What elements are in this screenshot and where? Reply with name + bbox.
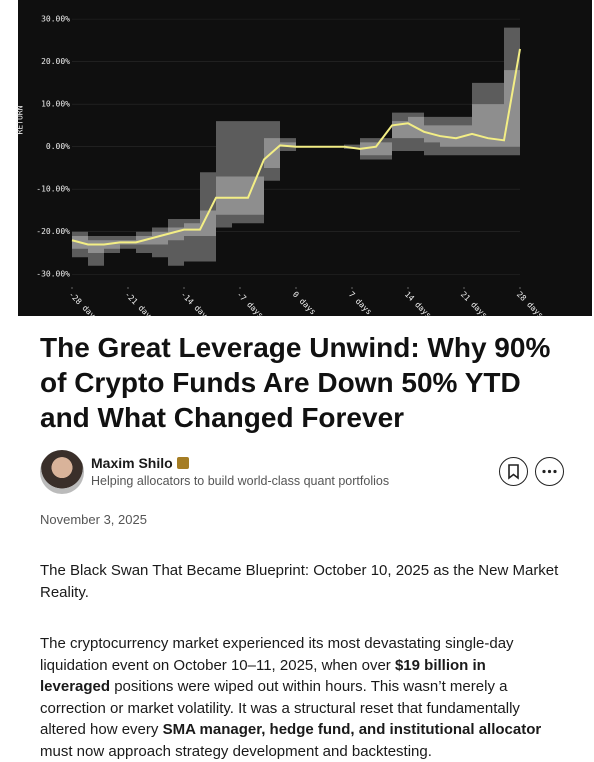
y-tick-label: 30.00% bbox=[41, 15, 70, 24]
article-title: The Great Leverage Unwind: Why 90% of Cr… bbox=[40, 332, 551, 433]
bold-text: $19 billion in leveraged bbox=[40, 656, 486, 696]
author-name[interactable]: Maxim Shilo bbox=[91, 455, 189, 471]
more-icon bbox=[542, 469, 557, 474]
y-tick-label: 10.00% bbox=[41, 100, 70, 109]
text: The Black Swan That Became Blueprint: Oc… bbox=[40, 562, 559, 601]
bold-text: SMA manager, hedge fund, and institution… bbox=[162, 721, 542, 738]
text: positions were wiped out within hours. T… bbox=[40, 678, 520, 738]
y-tick-label: 0.00% bbox=[46, 142, 70, 151]
chart: RETURN 30.00% 20.00% 10.00% 0.00% -10.00% -20… bbox=[16, 0, 592, 316]
chart-background bbox=[18, 0, 592, 316]
save-button[interactable] bbox=[499, 457, 528, 486]
y-tick-label: -30.00% bbox=[36, 270, 70, 279]
plot bbox=[71, 0, 521, 275]
y-axis-label: RETURN bbox=[16, 105, 25, 134]
save-icon bbox=[508, 464, 519, 480]
band bbox=[72, 19, 520, 253]
avatar[interactable] bbox=[40, 450, 84, 494]
y-tick-label: 20.00% bbox=[41, 57, 70, 66]
more-button[interactable] bbox=[535, 457, 564, 486]
author[interactable]: Maxim Shilo bbox=[91, 455, 173, 471]
median-line bbox=[71, 48, 521, 246]
paragraph: The cryptocurrency market experienced it… bbox=[40, 633, 560, 762]
y-tick-label: -20.00% bbox=[36, 227, 70, 236]
publish-date: November 3, 2025 bbox=[40, 512, 147, 527]
author-headline: Helping allocators to build world-class … bbox=[91, 474, 390, 488]
linkedin-badge bbox=[176, 457, 189, 469]
paragraph: The Black Swan That Became Blueprint: Oc… bbox=[40, 560, 560, 603]
text: The cryptocurrency market experienced it… bbox=[40, 635, 514, 674]
text: must now approach strategy development a… bbox=[40, 742, 432, 760]
y-tick-label: -10.00% bbox=[36, 185, 70, 194]
